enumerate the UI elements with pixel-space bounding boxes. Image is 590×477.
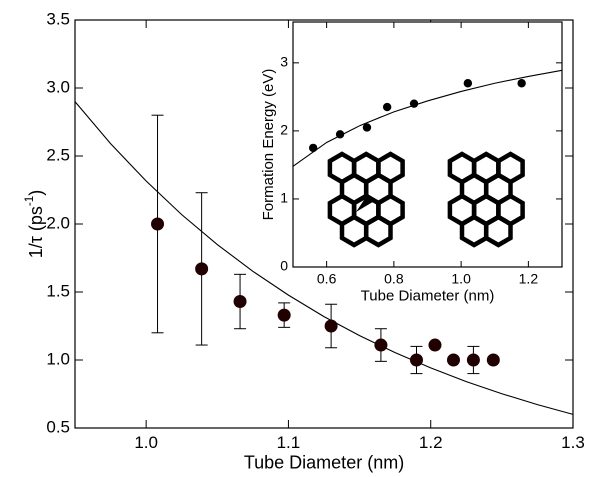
y-tick-label: 2.5 <box>46 145 70 164</box>
x-tick-label: 1.1 <box>277 433 301 452</box>
y-tick-label: 3.5 <box>46 9 70 28</box>
x-tick-label: 1.0 <box>451 270 471 286</box>
y-tick-label: 0.5 <box>46 417 70 436</box>
y-tick-label: 0 <box>280 258 288 274</box>
y-tick-label: 1.5 <box>46 281 70 300</box>
y-tick-label: 1.0 <box>46 349 70 368</box>
y-axis-label: 1/τ (ps-1) <box>23 190 46 259</box>
x-tick-label: 1.3 <box>561 433 585 452</box>
data-point <box>517 79 526 88</box>
y-tick-label: 2.0 <box>46 213 70 232</box>
x-tick-label: 0.6 <box>317 270 337 286</box>
data-point <box>233 295 247 309</box>
hexagon <box>363 214 393 248</box>
y-tick-label: 3.0 <box>46 77 70 96</box>
plot-frame <box>292 21 563 268</box>
y-axis-label-part: 1/τ (ps <box>26 206 46 258</box>
arrow <box>415 191 431 209</box>
data-point <box>409 99 419 108</box>
y-tick-label: 1 <box>280 190 288 206</box>
hexagon <box>483 214 513 248</box>
defect-diagram <box>327 151 525 248</box>
data-point <box>362 123 372 132</box>
data-point <box>486 353 500 367</box>
data-point <box>335 130 345 139</box>
y-axis-label: Formation Energy (eV) <box>260 69 277 221</box>
data-point <box>382 102 392 112</box>
data-point <box>277 308 291 322</box>
x-tick-label: 0.8 <box>384 270 404 286</box>
data-point <box>151 217 165 231</box>
x-axis-label: Tube Diameter (nm) <box>361 287 495 304</box>
data-point <box>324 319 338 333</box>
y-tick-label: 2 <box>280 122 288 138</box>
data-point <box>466 353 480 367</box>
data-point <box>374 338 388 352</box>
x-tick-label: 1.2 <box>519 270 539 286</box>
x-tick-label: 1.0 <box>134 433 158 452</box>
rotation-arrow <box>356 194 376 212</box>
data-point <box>308 143 318 153</box>
x-tick-label: 1.2 <box>419 433 443 452</box>
data-point <box>409 353 423 367</box>
y-axis-label-sup: -1 <box>23 196 36 206</box>
y-axis-label-part: ) <box>26 190 46 196</box>
data-point <box>195 262 209 276</box>
data-point <box>428 338 442 352</box>
y-tick-label: 3 <box>280 54 288 70</box>
data-point <box>463 79 473 88</box>
x-axis-label: Tube Diameter (nm) <box>244 452 404 472</box>
data-point <box>446 353 460 367</box>
